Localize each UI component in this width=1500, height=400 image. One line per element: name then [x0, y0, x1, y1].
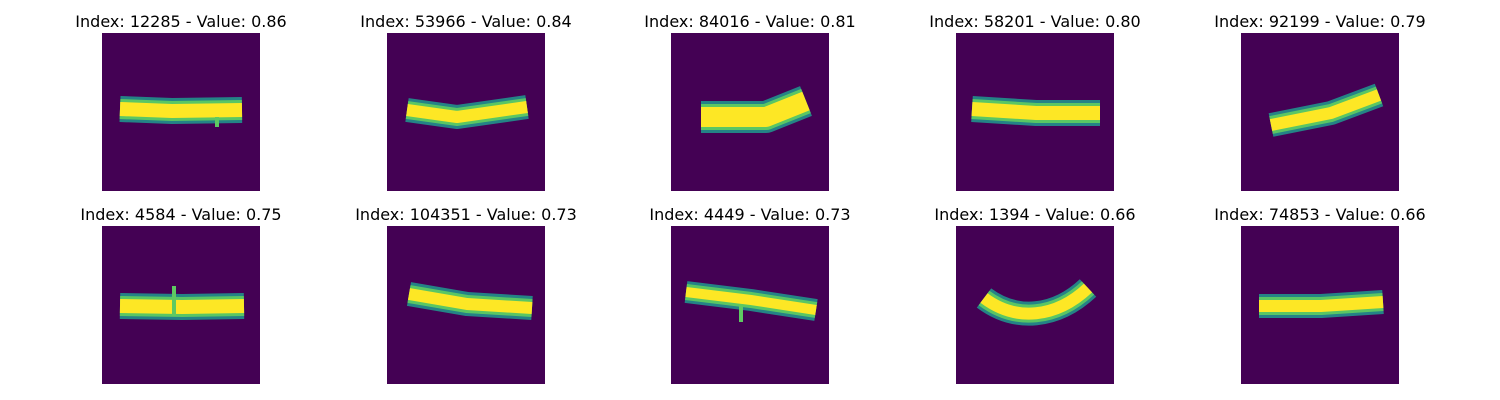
stroke-layer — [701, 91, 810, 127]
panel: Index: 53966 - Value: 0.84 — [321, 11, 611, 191]
panel-title: Index: 104351 - Value: 0.73 — [355, 205, 577, 224]
panel-title: Index: 4584 - Value: 0.75 — [80, 205, 282, 224]
panel: Index: 12285 - Value: 0.86 — [36, 11, 326, 191]
panel-title: Index: 58201 - Value: 0.80 — [929, 12, 1141, 31]
digit-image — [1241, 33, 1399, 191]
digit-image — [387, 226, 545, 384]
digit-image — [956, 226, 1114, 384]
stroke-layer — [980, 283, 1093, 320]
panel: Index: 104351 - Value: 0.73 — [321, 204, 611, 384]
digit-image — [671, 226, 829, 384]
digit-image — [102, 33, 260, 191]
digit-image — [387, 33, 545, 191]
stroke-layer — [1259, 296, 1384, 312]
stroke-layer — [1269, 89, 1382, 131]
stroke-layer — [971, 102, 1100, 120]
panel: Index: 4584 - Value: 0.75 — [36, 204, 326, 384]
panel-title: Index: 4449 - Value: 0.73 — [649, 205, 851, 224]
digit-image — [102, 226, 260, 384]
digit-image — [671, 33, 829, 191]
panel: Index: 1394 - Value: 0.66 — [890, 204, 1180, 384]
panel: Index: 84016 - Value: 0.81 — [605, 11, 895, 191]
panel: Index: 4449 - Value: 0.73 — [605, 204, 895, 384]
panel-title: Index: 74853 - Value: 0.66 — [1214, 205, 1426, 224]
panel-title: Index: 1394 - Value: 0.66 — [934, 205, 1136, 224]
stroke-layer — [685, 287, 817, 315]
panel-title: Index: 12285 - Value: 0.86 — [75, 12, 287, 31]
panel: Index: 74853 - Value: 0.66 — [1175, 204, 1465, 384]
panel: Index: 58201 - Value: 0.80 — [890, 11, 1180, 191]
digit-image — [956, 33, 1114, 191]
panel-title: Index: 92199 - Value: 0.79 — [1214, 12, 1426, 31]
panel: Index: 92199 - Value: 0.79 — [1175, 11, 1465, 191]
stroke-layer — [406, 101, 528, 123]
panel-title: Index: 53966 - Value: 0.84 — [360, 12, 572, 31]
stroke-layer — [119, 102, 243, 118]
stroke-layer — [407, 288, 533, 314]
stroke-layer — [119, 299, 245, 314]
digit-image — [1241, 226, 1399, 384]
panel-title: Index: 84016 - Value: 0.81 — [644, 12, 856, 31]
